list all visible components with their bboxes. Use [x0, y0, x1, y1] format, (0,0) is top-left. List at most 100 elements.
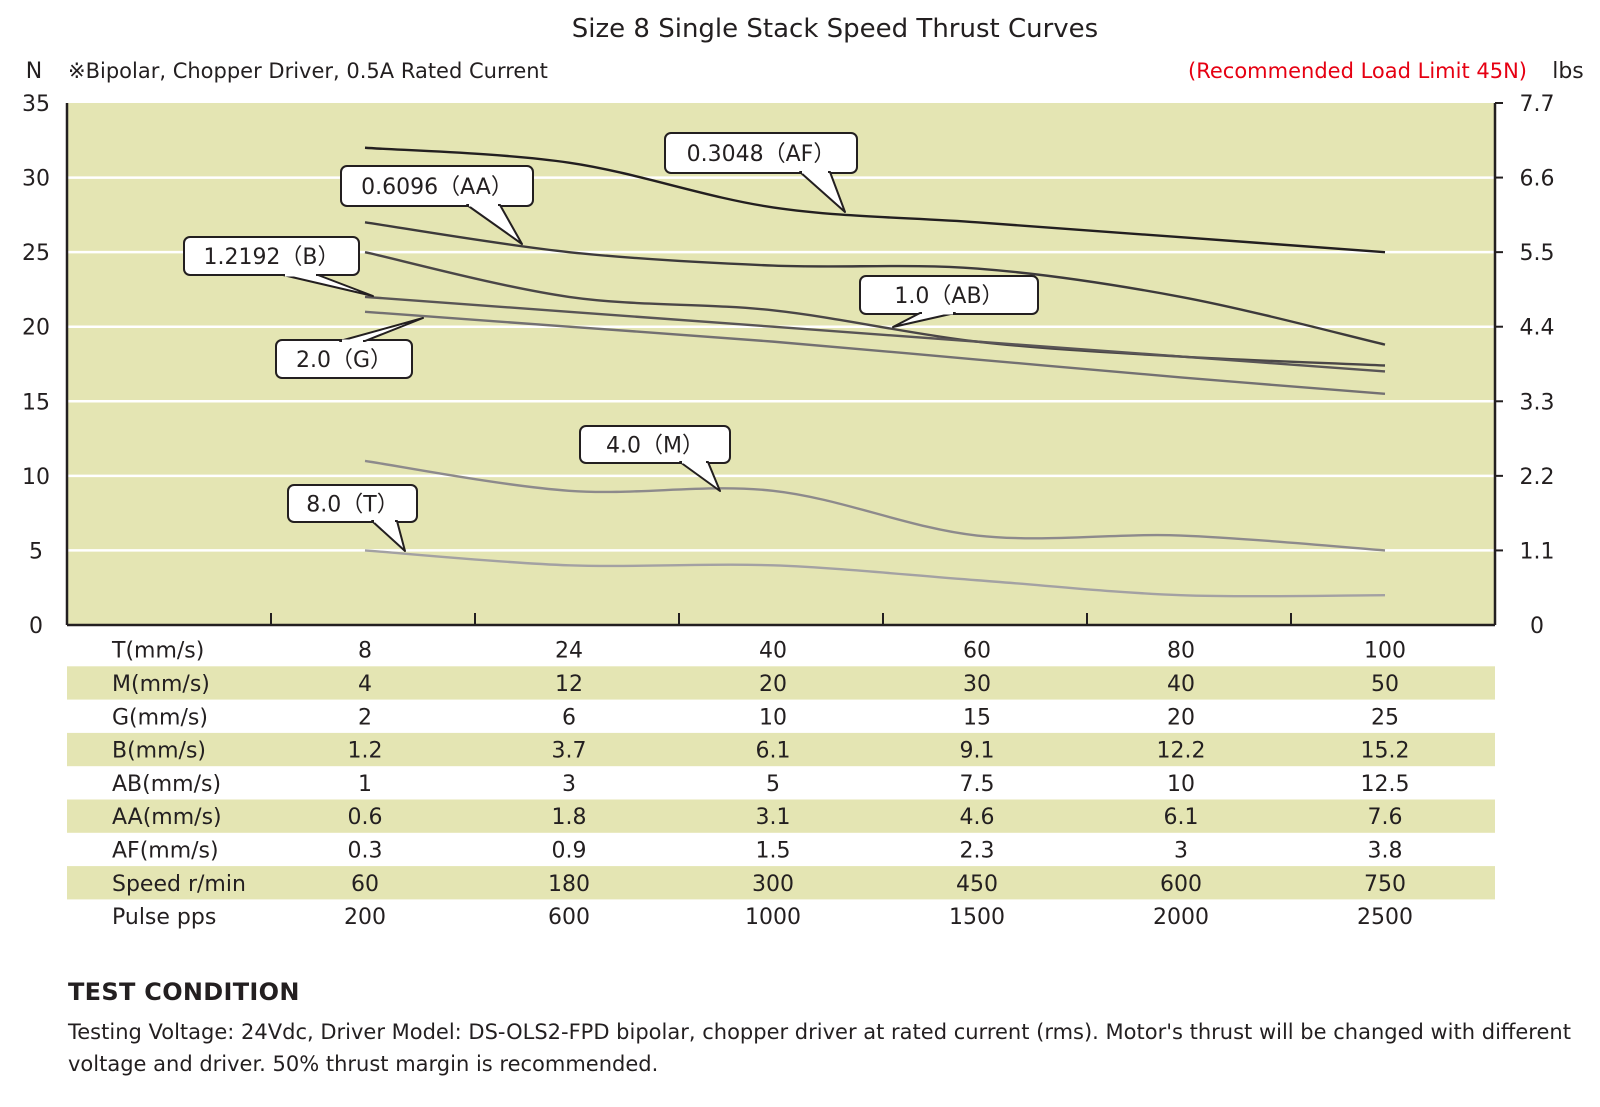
y-tick-label: 30: [22, 167, 50, 192]
callout-box: [183, 236, 360, 276]
table-cell: 180: [548, 872, 590, 897]
table-cell: 2: [358, 705, 372, 730]
y2-tick-label: 1.1: [1520, 539, 1555, 564]
table-cell: 0.3: [348, 838, 383, 863]
table-cell: 10: [1167, 772, 1195, 797]
table-cell: 0.6: [348, 805, 383, 830]
table-cell: 6.1: [756, 739, 791, 764]
table-cell: 1.2: [348, 739, 383, 764]
y2-tick-label: 0: [1530, 614, 1544, 639]
table-cell: 20: [1167, 705, 1195, 730]
table-cell: 3: [1174, 838, 1188, 863]
callout-box: [287, 484, 418, 523]
table-cell: 12.5: [1361, 772, 1410, 797]
y2-tick-label: 3.3: [1520, 390, 1555, 415]
y2-tick-label: 4.4: [1520, 316, 1555, 341]
left-axis-unit: N: [26, 59, 42, 84]
load-limit-note: (Recommended Load Limit 45N): [1188, 59, 1527, 83]
table-row-label: Speed r/min: [112, 872, 246, 897]
series-callout: 2.0（G）: [275, 317, 424, 379]
y2-tick-label: 7.7: [1520, 92, 1555, 117]
table-row-band: [67, 732, 1495, 767]
table-cell: 10: [759, 705, 787, 730]
table-cell: 4: [358, 672, 372, 697]
table-row-label: T(mm/s): [111, 639, 204, 664]
y2-tick-label: 2.2: [1520, 465, 1555, 490]
series-line: [364, 295, 1386, 373]
series-label: 2.0（G）: [296, 348, 392, 373]
table-cell: 12.2: [1157, 739, 1206, 764]
table-cell: 5: [766, 772, 780, 797]
table-cell: 6: [562, 705, 576, 730]
series-label: 8.0（T）: [306, 493, 398, 518]
table-row-label: M(mm/s): [112, 672, 210, 697]
table-cell: 80: [1167, 639, 1195, 664]
table-row-band: [67, 799, 1495, 833]
y-tick-label: 20: [22, 316, 50, 341]
series-callout: 8.0（T）: [287, 484, 418, 552]
table-cell: 1.8: [552, 805, 587, 830]
series-callout: 1.0（AB）: [859, 275, 1039, 328]
table-cell: 3.8: [1368, 838, 1403, 863]
table-cell: 2000: [1153, 905, 1209, 930]
table-cell: 450: [956, 872, 998, 897]
y-tick-label: 5: [29, 539, 43, 564]
series-label: 0.3048（AF）: [687, 142, 836, 167]
table-cell: 2.3: [960, 838, 995, 863]
table-cell: 1: [358, 772, 372, 797]
table-cell: 30: [963, 672, 991, 697]
chart-title: Size 8 Single Stack Speed Thrust Curves: [572, 14, 1098, 44]
series-callout: 1.2192（B）: [183, 236, 374, 297]
table-cell: 3.1: [756, 805, 791, 830]
table-row-band: [67, 666, 1495, 700]
series-line: [364, 146, 1386, 254]
table-row-label: AF(mm/s): [112, 838, 219, 863]
series-line: [364, 221, 1386, 346]
series-label: 0.6096（AA）: [361, 175, 513, 200]
series-line: [364, 310, 1386, 396]
test-condition-text: Testing Voltage: 24Vdc, Driver Model: DS…: [68, 1020, 1571, 1076]
table-cell: 600: [1160, 872, 1202, 897]
table-cell: 50: [1371, 672, 1399, 697]
series-label: 1.2192（B）: [203, 245, 339, 270]
table-cell: 4.6: [960, 805, 995, 830]
table-cell: 750: [1364, 872, 1406, 897]
table-cell: 1.5: [756, 838, 791, 863]
table-cell: 15.2: [1361, 739, 1410, 764]
series-line: [364, 459, 1386, 552]
table-row-label: AA(mm/s): [112, 805, 222, 830]
table-cell: 40: [759, 639, 787, 664]
table-cell: 300: [752, 872, 794, 897]
y-tick-label: 10: [22, 465, 50, 490]
table-row-label: B(mm/s): [112, 739, 206, 764]
table-cell: 24: [555, 639, 583, 664]
y-tick-label: 0: [29, 614, 43, 639]
table-cell: 1500: [949, 905, 1005, 930]
table-cell: 3.7: [552, 739, 587, 764]
table-cell: 7.5: [960, 772, 995, 797]
callout-box: [340, 165, 534, 207]
table-cell: 200: [344, 905, 386, 930]
table-cell: 7.6: [1368, 805, 1403, 830]
test-condition: TEST CONDITION Testing Voltage: 24Vdc, D…: [68, 978, 1588, 1080]
y-tick-label: 15: [22, 390, 50, 415]
table-cell: 20: [759, 672, 787, 697]
table-row-label: Pulse pps: [112, 905, 216, 930]
right-axis-unit: lbs: [1552, 59, 1584, 84]
y-tick-label: 25: [22, 241, 50, 266]
series-callout: 0.3048（AF）: [664, 132, 858, 213]
table-row-label: G(mm/s): [112, 705, 208, 730]
series-line: [364, 549, 1386, 598]
table-cell: 9.1: [960, 739, 995, 764]
table-cell: 100: [1364, 639, 1406, 664]
test-note: ※Bipolar, Chopper Driver, 0.5A Rated Cur…: [68, 59, 548, 83]
table-cell: 6.1: [1164, 805, 1199, 830]
table-cell: 15: [963, 705, 991, 730]
table-cell: 8: [358, 639, 372, 664]
series-callout: 4.0（M）: [579, 425, 731, 492]
callout-box: [579, 425, 731, 464]
callout-box: [664, 132, 858, 174]
table-cell: 600: [548, 905, 590, 930]
table-cell: 12: [555, 672, 583, 697]
table-row-label: AB(mm/s): [112, 772, 221, 797]
